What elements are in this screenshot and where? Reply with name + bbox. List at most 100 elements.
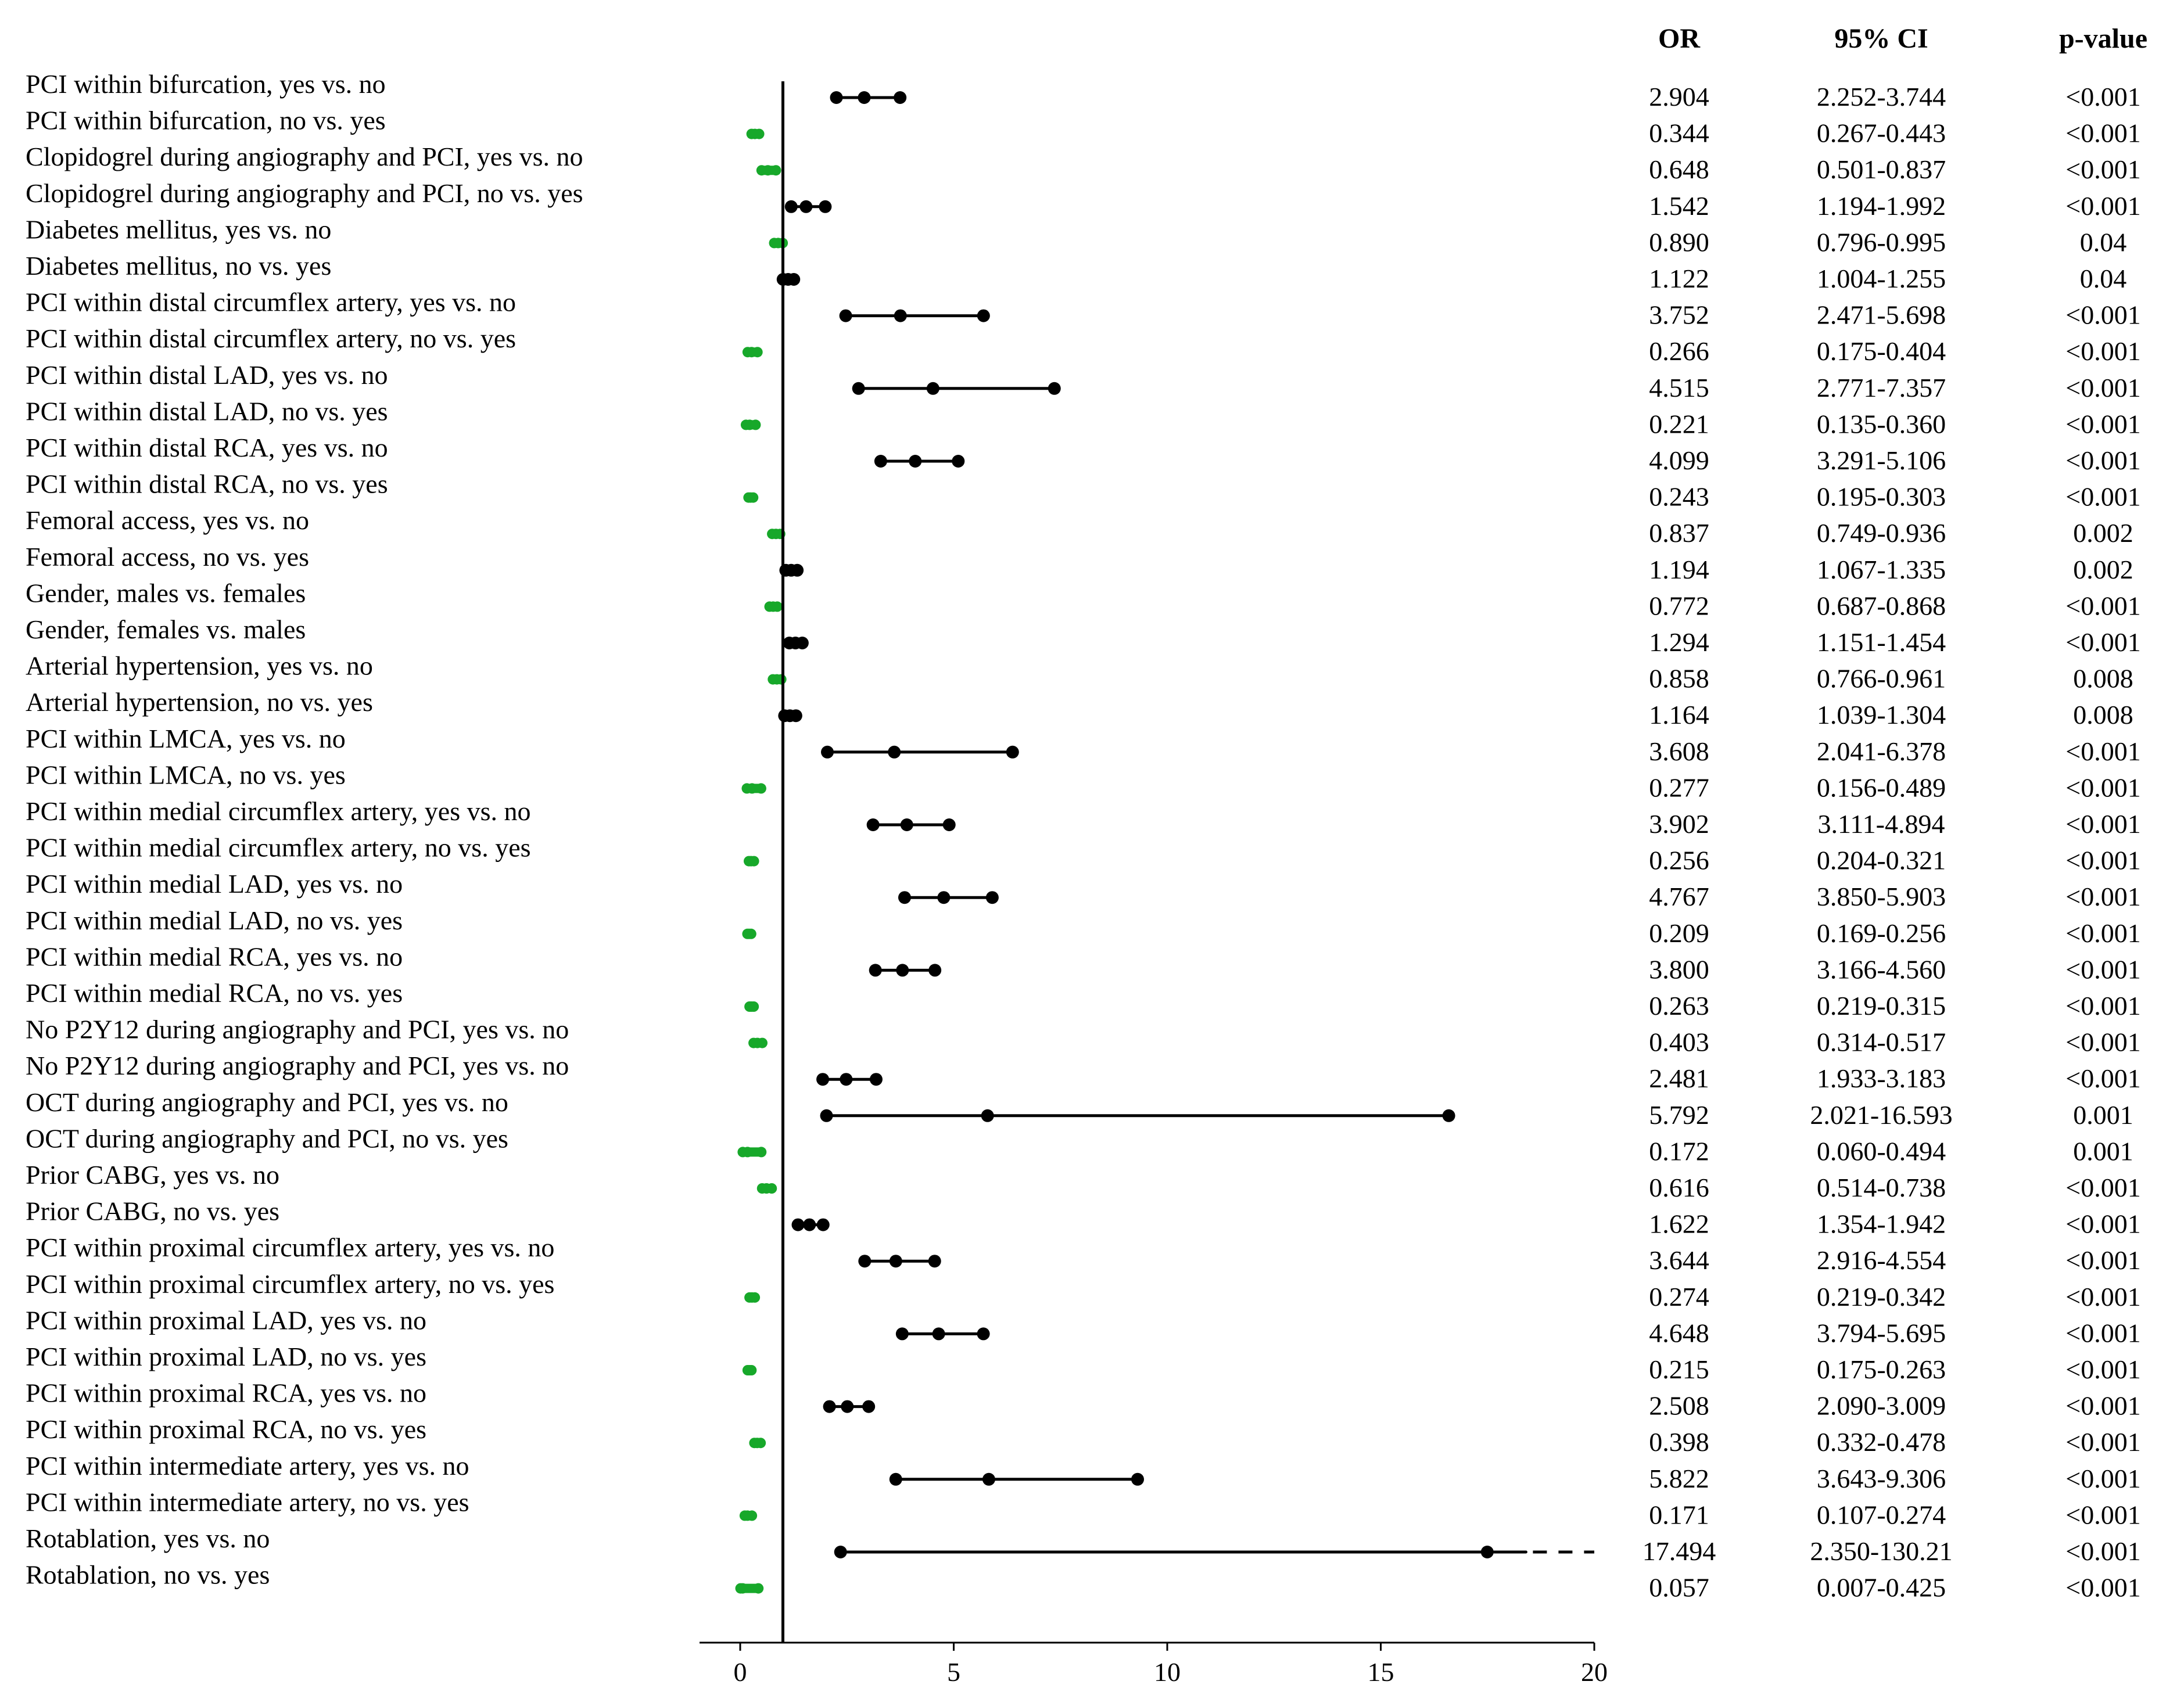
ci-value: 2.252-3.744 — [1817, 82, 1946, 112]
or-value: 0.837 — [1649, 518, 1709, 548]
forest-row: PCI within medial RCA, no vs. yes 0.263 0.… — [26, 978, 2141, 1021]
or-value: 1.194 — [1649, 555, 1709, 584]
row-label: PCI within intermediate artery, no vs. y… — [26, 1487, 469, 1517]
or-point — [888, 745, 901, 759]
p-value: <0.001 — [2065, 118, 2140, 148]
or-value: 0.344 — [1649, 118, 1709, 148]
forest-row: OCT during angiography and PCI, yes vs. … — [26, 1087, 2133, 1130]
ci-value: 1.933-3.183 — [1817, 1064, 1946, 1093]
x-tick-label: 10 — [1154, 1657, 1181, 1687]
forest-row: PCI within medial LAD, yes vs. no 4.767 3.… — [26, 869, 2141, 911]
forest-row: PCI within distal circumflex artery, yes… — [26, 288, 2141, 330]
row-label: Gender, males vs. females — [26, 578, 306, 608]
p-value: <0.001 — [2065, 336, 2140, 366]
or-value: 4.648 — [1649, 1318, 1709, 1348]
ci-lower-point — [874, 455, 887, 468]
p-value: 0.002 — [2073, 518, 2133, 548]
row-label: Arterial hypertension, yes vs. no — [26, 651, 373, 681]
ci-value: 0.175-0.263 — [1817, 1355, 1946, 1384]
or-value: 3.608 — [1649, 737, 1709, 766]
ci-upper-point — [862, 1400, 876, 1413]
forest-row: PCI within bifurcation, no vs. yes 0.344 0… — [26, 106, 2141, 148]
or-value: 5.822 — [1649, 1464, 1709, 1493]
p-value: 0.04 — [2080, 227, 2127, 257]
or-point — [981, 1109, 994, 1122]
or-value: 2.508 — [1649, 1391, 1709, 1421]
ci-lower-point — [858, 1255, 872, 1268]
p-value: <0.001 — [2065, 1573, 2140, 1603]
row-label: PCI within proximal RCA, yes vs. no — [26, 1378, 426, 1408]
ci-upper-point — [819, 200, 832, 213]
p-value: <0.001 — [2065, 809, 2140, 839]
x-tick-label: 20 — [1581, 1657, 1608, 1687]
forest-row: PCI within medial circumflex artery, yes… — [26, 796, 2141, 839]
or-value: 3.800 — [1649, 954, 1709, 984]
ci-lower-point — [869, 964, 882, 977]
p-value: <0.001 — [2065, 1500, 2140, 1529]
p-value: <0.001 — [2065, 1028, 2140, 1057]
forest-rows: PCI within bifurcation, yes vs. no 2.904 2… — [26, 69, 2141, 1603]
row-label: PCI within distal RCA, no vs. yes — [26, 469, 388, 499]
ci-upper-point — [1442, 1109, 1455, 1122]
ci-upper-point — [748, 1001, 759, 1012]
or-value: 0.057 — [1649, 1573, 1709, 1603]
forest-row: Diabetes mellitus, no vs. yes 1.122 1.004-… — [26, 251, 2126, 293]
ci-upper-point — [952, 455, 965, 468]
forest-row: PCI within LMCA, yes vs. no 3.608 2.041-6.… — [26, 724, 2141, 766]
ci-value: 0.501-0.837 — [1817, 155, 1946, 184]
ci-upper-point — [753, 1583, 764, 1594]
or-value: 0.398 — [1649, 1427, 1709, 1457]
ci-value: 0.796-0.995 — [1817, 227, 1946, 257]
ci-value: 2.771-7.357 — [1817, 373, 1946, 403]
ci-upper-point — [766, 1183, 777, 1194]
or-point — [799, 200, 813, 213]
row-label: OCT during angiography and PCI, no vs. y… — [26, 1123, 508, 1153]
ci-upper-point — [748, 856, 759, 867]
forest-row: Femoral access, no vs. yes 1.194 1.067-1.3… — [26, 542, 2133, 584]
ci-value: 3.643-9.306 — [1817, 1464, 1946, 1493]
or-value: 0.266 — [1649, 336, 1709, 366]
ci-upper-point — [752, 347, 763, 358]
p-value: 0.002 — [2073, 555, 2133, 584]
p-value: <0.001 — [2065, 82, 2140, 112]
forest-row: PCI within medial LAD, no vs. yes 0.209 0.… — [26, 906, 2141, 948]
forest-row: PCI within distal RCA, no vs. yes 0.243 0.… — [26, 469, 2141, 512]
ci-upper-point — [776, 674, 787, 685]
or-point — [889, 1255, 902, 1268]
row-label: PCI within LMCA, yes vs. no — [26, 724, 346, 753]
or-point — [803, 1218, 816, 1231]
ci-value: 2.916-4.554 — [1817, 1245, 1946, 1275]
row-label: Femoral access, yes vs. no — [26, 505, 309, 535]
p-value: <0.001 — [2065, 1464, 2140, 1493]
p-value: 0.008 — [2073, 664, 2133, 694]
ci-value: 2.021-16.593 — [1810, 1100, 1952, 1130]
forest-row: Clopidogrel during angiography and PCI, … — [26, 142, 2141, 184]
or-point — [747, 783, 758, 794]
ci-value: 0.007-0.425 — [1817, 1573, 1946, 1603]
ci-upper-point — [746, 1365, 757, 1375]
or-value: 3.902 — [1649, 809, 1709, 839]
ci-upper-point — [745, 928, 756, 939]
ci-upper-point — [754, 128, 765, 139]
ci-upper-point — [985, 891, 999, 904]
forest-row: Arterial hypertension, no vs. yes 1.164 1.… — [26, 687, 2133, 730]
ci-upper-point — [770, 165, 781, 176]
ci-lower-point — [839, 309, 852, 322]
row-label: Femoral access, no vs. yes — [26, 542, 309, 572]
or-point — [937, 891, 951, 904]
p-value: <0.001 — [2065, 954, 2140, 984]
ci-upper-point — [750, 419, 761, 430]
row-label: PCI within intermediate artery, yes vs. … — [26, 1451, 469, 1481]
or-value: 0.772 — [1649, 591, 1709, 620]
or-value: 17.494 — [1643, 1536, 1716, 1566]
or-point — [858, 91, 871, 104]
or-point — [909, 455, 922, 468]
ci-value: 1.004-1.255 — [1817, 264, 1946, 293]
or-value: 1.622 — [1649, 1209, 1709, 1239]
ci-upper-point — [789, 709, 802, 723]
column-headers: OR 95% CI p-value — [1658, 23, 2147, 54]
ci-upper-point — [1006, 745, 1019, 759]
ci-upper-point — [755, 783, 766, 794]
ci-value: 0.169-0.256 — [1817, 918, 1946, 948]
ci-value: 0.107-0.274 — [1817, 1500, 1946, 1529]
